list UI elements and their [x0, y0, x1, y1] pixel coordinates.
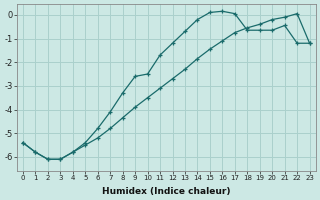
- X-axis label: Humidex (Indice chaleur): Humidex (Indice chaleur): [102, 187, 230, 196]
